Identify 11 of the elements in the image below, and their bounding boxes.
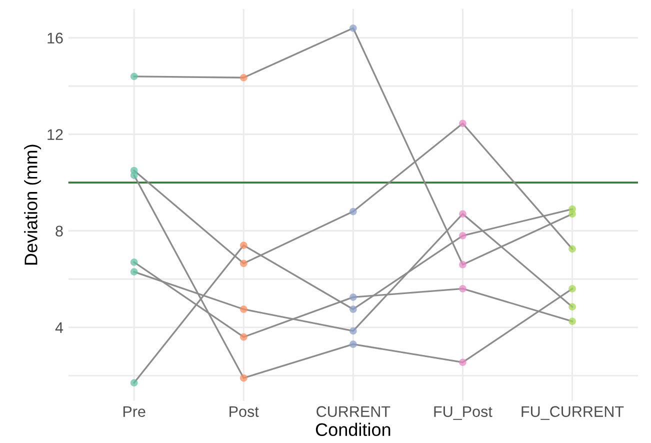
y-tick-label: 4 — [55, 322, 64, 333]
y-tick-label: 8 — [56, 226, 63, 237]
x-tick-label: FU_CURRENT — [522, 406, 624, 420]
y-tick-label: 16 — [48, 32, 63, 44]
y-axis-title: Deviation (mm) — [24, 144, 41, 265]
x-tick-label: Pre — [123, 406, 146, 417]
x-tick-label: FU_Post — [434, 406, 492, 420]
x-tick-label: CURRENT — [316, 406, 390, 417]
x-axis-title: Condition — [316, 422, 390, 436]
x-tick-label: Post — [230, 406, 259, 417]
y-tick-label: 12 — [48, 129, 63, 140]
